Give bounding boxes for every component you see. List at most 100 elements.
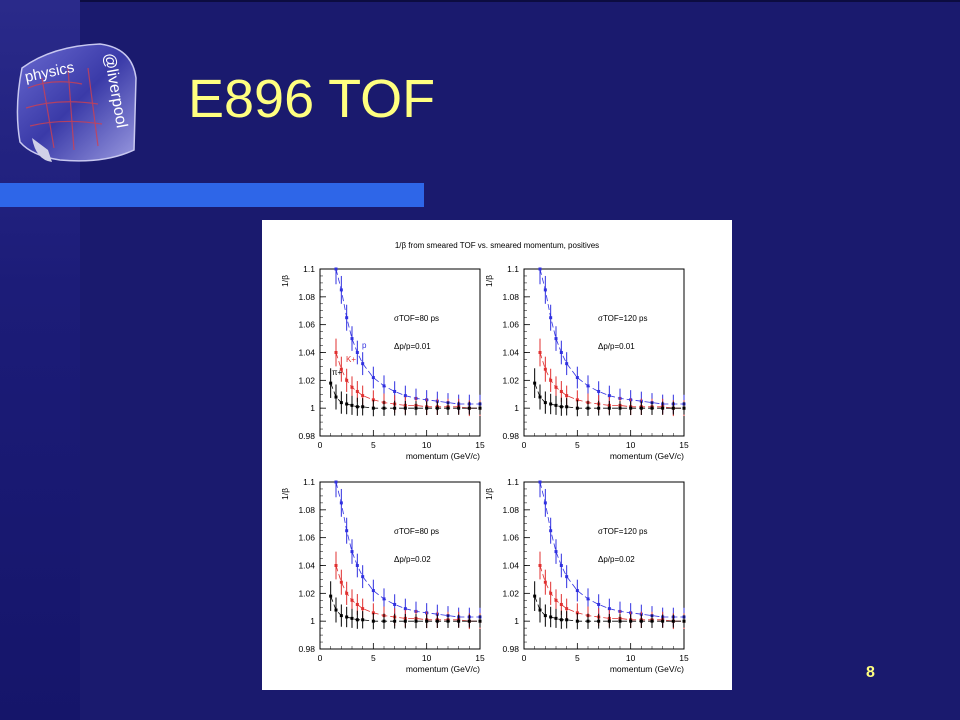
series-line (330, 595, 480, 622)
y-tick-label: 1.02 (298, 375, 315, 385)
pion-label: π+ (332, 368, 343, 377)
chart-title: 1/β from smeared TOF vs. smeared momentu… (395, 241, 599, 250)
data-point (607, 619, 611, 623)
series-line (330, 382, 480, 409)
data-point (543, 367, 547, 371)
data-point (339, 580, 343, 584)
data-point (393, 389, 397, 393)
y-tick-label: 1.08 (502, 292, 519, 302)
y-tick-label: 1.04 (298, 561, 315, 571)
sigma-tof-annotation: σTOF=80 ps (394, 527, 439, 536)
dp-annotation: Δp/p=0.02 (598, 555, 635, 564)
data-point (682, 619, 686, 623)
data-point (361, 607, 365, 611)
x-tick-label: 5 (371, 653, 376, 663)
x-tick-label: 10 (626, 440, 636, 450)
x-tick-label: 10 (626, 653, 636, 663)
series-line (539, 481, 684, 618)
y-axis-label: 1/β (484, 275, 494, 287)
data-point (618, 406, 622, 410)
series-line (335, 481, 480, 618)
y-tick-label: 1.06 (298, 533, 315, 543)
sigma-tof-annotation: σTOF=120 ps (598, 527, 647, 536)
y-tick-label: 1.06 (298, 320, 315, 330)
x-axis-label: momentum (GeV/c) (406, 664, 480, 674)
data-point (554, 616, 558, 620)
data-point (339, 367, 343, 371)
data-point (467, 406, 471, 410)
data-point (371, 589, 375, 593)
data-point (478, 619, 482, 623)
y-tick-label: 1.02 (502, 588, 519, 598)
y-tick-label: 1.1 (507, 477, 519, 487)
y-tick-label: 1.08 (298, 292, 315, 302)
y-tick-label: 1.1 (303, 477, 315, 487)
y-tick-label: 1.1 (303, 264, 315, 274)
y-tick-label: 1 (310, 403, 315, 413)
data-point (361, 394, 365, 398)
data-point (467, 619, 471, 623)
data-point (554, 550, 558, 554)
data-point (597, 389, 601, 393)
y-tick-label: 1.04 (502, 561, 519, 571)
data-point (361, 362, 365, 366)
y-tick-label: 1.06 (502, 533, 519, 543)
y-tick-label: 0.98 (298, 644, 315, 654)
x-axis-label: momentum (GeV/c) (610, 664, 684, 674)
data-point (565, 618, 569, 622)
data-point (393, 602, 397, 606)
data-point (554, 337, 558, 341)
tof-figure: 1/β from smeared TOF vs. smeared momentu… (262, 220, 732, 690)
y-axis-label: 1/β (280, 275, 290, 287)
data-point (350, 550, 354, 554)
series-line (335, 268, 480, 405)
data-point (565, 405, 569, 409)
dp-annotation: Δp/p=0.01 (394, 342, 431, 351)
x-tick-label: 15 (679, 440, 689, 450)
y-tick-label: 0.98 (502, 644, 519, 654)
data-point (361, 405, 365, 409)
data-point (565, 575, 569, 579)
panel-3-frame (319, 481, 481, 650)
y-tick-label: 1.06 (502, 320, 519, 330)
x-tick-label: 5 (575, 440, 580, 450)
series-line (539, 268, 684, 405)
data-point (371, 376, 375, 380)
y-axis-label: 1/β (484, 488, 494, 500)
data-point (350, 403, 354, 407)
kaon-label: K+ (346, 355, 356, 364)
y-tick-label: 0.98 (502, 431, 519, 441)
panel-1-frame (319, 268, 481, 437)
data-point (597, 602, 601, 606)
x-axis-label: momentum (GeV/c) (610, 451, 684, 461)
tof-chart-svg: 1/β from smeared TOF vs. smeared momentu… (280, 241, 689, 674)
y-axis-label: 1/β (280, 488, 290, 500)
data-point (543, 580, 547, 584)
y-tick-label: 1.04 (502, 348, 519, 358)
data-point (682, 406, 686, 410)
data-point (403, 619, 407, 623)
series-line (534, 382, 684, 409)
data-point (607, 406, 611, 410)
dp-annotation: Δp/p=0.01 (598, 342, 635, 351)
dp-annotation: Δp/p=0.02 (394, 555, 431, 564)
x-tick-label: 0 (522, 653, 527, 663)
y-tick-label: 1.04 (298, 348, 315, 358)
data-point (575, 376, 579, 380)
data-point (350, 616, 354, 620)
data-point (414, 619, 418, 623)
data-point (618, 619, 622, 623)
data-point (671, 619, 675, 623)
y-tick-label: 1.02 (298, 588, 315, 598)
y-tick-label: 1.08 (298, 505, 315, 515)
x-tick-label: 5 (575, 653, 580, 663)
slide-number: 8 (866, 664, 875, 681)
x-tick-label: 10 (422, 653, 432, 663)
x-tick-label: 15 (475, 653, 485, 663)
y-tick-label: 1.02 (502, 375, 519, 385)
x-tick-label: 0 (318, 440, 323, 450)
data-point (361, 618, 365, 622)
top-divider (80, 0, 960, 2)
data-point (575, 589, 579, 593)
data-point (478, 406, 482, 410)
